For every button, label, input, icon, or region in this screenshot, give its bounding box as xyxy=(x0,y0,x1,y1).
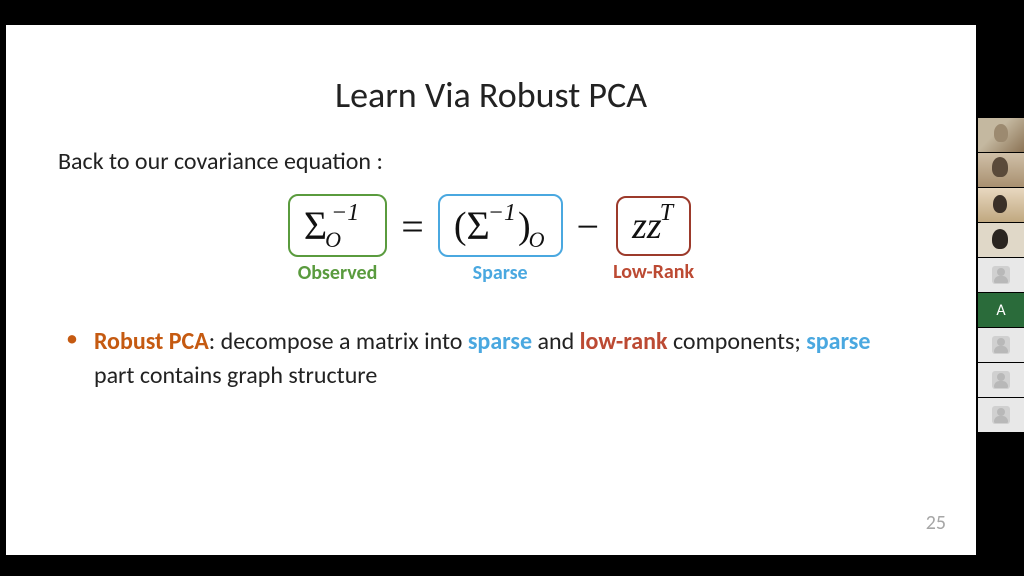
bullet-p4: and xyxy=(532,327,580,356)
page-title: Learn Via Robust PCA xyxy=(6,73,976,117)
subtitle-text: Back to our covariance equation : xyxy=(58,147,976,176)
subscript-o: O xyxy=(325,227,341,253)
bullet-text: Robust PCA: decompose a matrix into spar… xyxy=(94,325,914,392)
avatar-icon xyxy=(992,266,1010,284)
bullet-p1: Robust PCA xyxy=(94,327,209,356)
bullet-dot-icon: • xyxy=(66,325,78,354)
bullet-p8: part contains graph structure xyxy=(94,361,377,390)
bullet-item: • Robust PCA: decompose a matrix into sp… xyxy=(66,325,976,392)
equals-sign: = xyxy=(401,203,424,250)
label-observed: Observed xyxy=(298,261,378,285)
avatar-icon xyxy=(992,406,1010,424)
expr-lowrank: zzT xyxy=(632,204,675,248)
participant-tile[interactable] xyxy=(978,118,1024,153)
box-lowrank: zzT xyxy=(616,196,691,256)
sigma-symbol-2: Σ xyxy=(466,202,489,249)
expr-observed: ΣO−1 xyxy=(304,202,371,249)
superscript-neg1-2: −1 xyxy=(488,200,516,227)
equation-block: ΣO−1 Observed = (Σ−1)O Sparse − zzT Low-… xyxy=(6,194,976,285)
sigma-symbol: Σ xyxy=(304,202,327,249)
subscript-o-2: O xyxy=(529,227,545,253)
superscript-t: T xyxy=(660,200,673,227)
bullet-p3: sparse xyxy=(468,327,532,356)
bullet-p2: : decompose a matrix into xyxy=(209,327,468,356)
box-observed: ΣO−1 xyxy=(288,194,387,257)
superscript-neg1: −1 xyxy=(331,200,359,227)
page-number: 25 xyxy=(926,511,946,535)
avatar-icon xyxy=(992,336,1010,354)
participant-tile[interactable] xyxy=(978,398,1024,433)
participants-panel: A xyxy=(978,118,1024,433)
bullet-p6: components; xyxy=(668,327,807,356)
term-observed: ΣO−1 Observed xyxy=(288,194,387,285)
participant-tile[interactable] xyxy=(978,188,1024,223)
participant-tile[interactable] xyxy=(978,153,1024,188)
minus-sign: − xyxy=(577,203,600,250)
zz-symbol: zz xyxy=(632,204,662,248)
paren-open: ( xyxy=(454,204,467,248)
participant-tile[interactable] xyxy=(978,223,1024,258)
label-lowrank: Low-Rank xyxy=(613,260,694,284)
slide-area: Learn Via Robust PCA Back to our covaria… xyxy=(6,25,976,555)
avatar-icon xyxy=(992,371,1010,389)
participant-tile[interactable] xyxy=(978,258,1024,293)
participant-tile[interactable]: A xyxy=(978,293,1024,328)
label-sparse: Sparse xyxy=(473,261,528,285)
term-lowrank: zzT Low-Rank xyxy=(613,196,694,284)
term-sparse: (Σ−1)O Sparse xyxy=(438,194,563,285)
participant-tile[interactable] xyxy=(978,328,1024,363)
bullet-p7: sparse xyxy=(806,327,870,356)
box-sparse: (Σ−1)O xyxy=(438,194,563,257)
participant-tile[interactable] xyxy=(978,363,1024,398)
expr-sparse: (Σ−1)O xyxy=(454,202,547,249)
bullet-p5: low-rank xyxy=(580,327,668,356)
